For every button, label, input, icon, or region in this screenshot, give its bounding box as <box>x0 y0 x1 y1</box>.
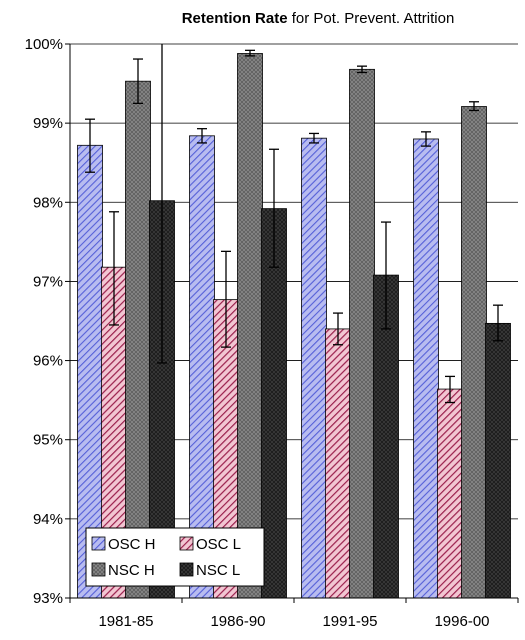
bar-osc-h-1981-85 <box>77 144 103 599</box>
bar-osc-h-1996-00 <box>413 138 439 599</box>
x-tick-label: 1991-95 <box>322 613 377 630</box>
chart-title-rest: for Pot. Prevent. Attrition <box>288 10 455 27</box>
legend-swatch-osc-h <box>91 536 106 551</box>
bars <box>77 53 511 599</box>
bar-nsc-h-1991-95 <box>349 68 375 599</box>
y-tick-label: 95% <box>33 432 63 449</box>
y-axis-ticks: 93% 94% 95% 96% 97% 98% 99% 100% <box>25 36 70 607</box>
legend-label-nsc-h: NSC H <box>108 562 155 579</box>
x-tick-label: 1981-85 <box>98 613 153 630</box>
y-tick-label: 97% <box>33 273 63 290</box>
bar-nsc-h-1981-85 <box>125 80 151 599</box>
legend-swatch-osc-l <box>179 536 194 551</box>
chart-title: Retention Rate for Pot. Prevent. Attriti… <box>182 10 455 27</box>
y-tick-label: 96% <box>33 353 63 370</box>
y-tick-label: 100% <box>25 36 63 53</box>
chart-title-bold: Retention Rate <box>182 10 288 27</box>
legend-label-nsc-l: NSC L <box>196 562 240 579</box>
y-tick-label: 98% <box>33 194 63 211</box>
legend-swatch-nsc-l <box>179 562 194 577</box>
bar-nsc-l-1996-00 <box>485 322 511 599</box>
legend-swatch-nsc-h <box>91 562 106 577</box>
legend: OSC H OSC L NSC H NSC L <box>85 527 265 587</box>
bar-osc-l-1996-00 <box>437 388 463 599</box>
x-axis-ticks: 1981-85 1986-90 1991-95 1996-00 <box>69 598 519 630</box>
x-tick-label: 1996-00 <box>434 613 489 630</box>
y-tick-label: 94% <box>33 511 63 528</box>
y-tick-label: 99% <box>33 115 63 132</box>
bar-osc-h-1991-95 <box>301 137 327 599</box>
bar-nsc-h-1996-00 <box>461 106 487 599</box>
x-tick-label: 1986-90 <box>210 613 265 630</box>
legend-label-osc-l: OSC L <box>196 536 241 553</box>
bar-osc-l-1991-95 <box>325 328 351 599</box>
legend-label-osc-h: OSC H <box>108 536 156 553</box>
legend-box <box>85 527 265 587</box>
y-tick-label: 93% <box>33 590 63 607</box>
bar-nsc-h-1986-90 <box>237 53 263 599</box>
error-bars <box>85 44 503 404</box>
